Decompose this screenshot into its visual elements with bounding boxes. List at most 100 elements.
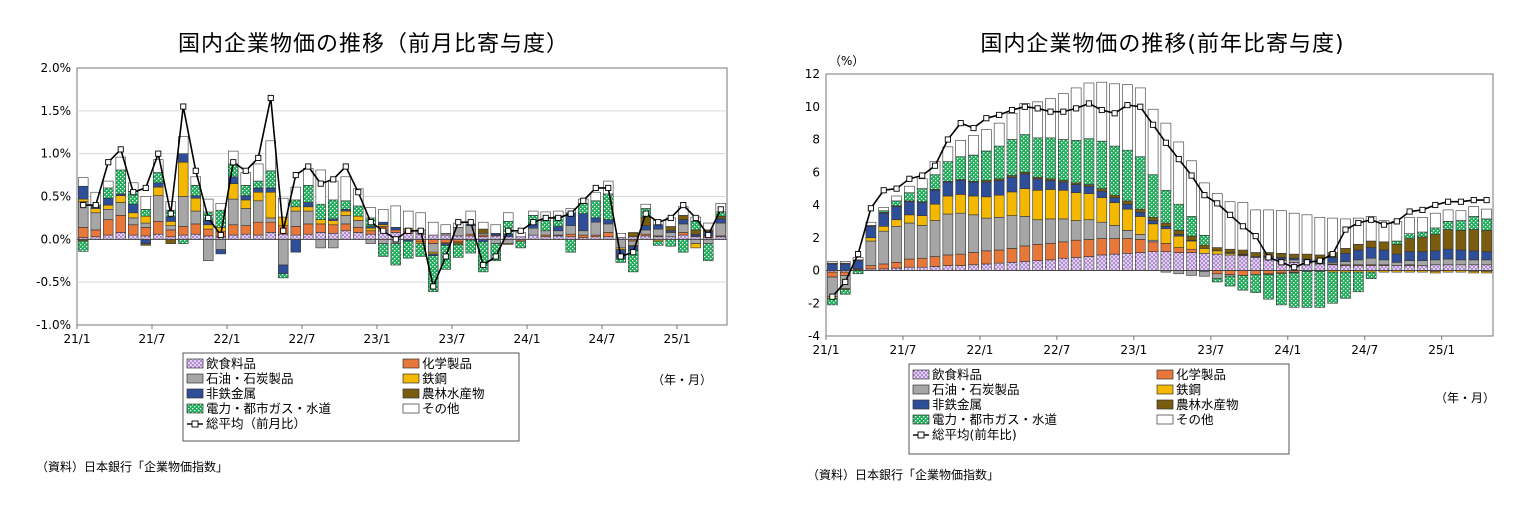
bar-series-1 <box>1057 241 1069 259</box>
bar-series-7 <box>478 221 489 230</box>
bar-series-1 <box>340 223 351 232</box>
total-average-marker <box>880 187 887 194</box>
bar-series-6 <box>1301 271 1313 308</box>
bar-series-1 <box>1237 270 1249 276</box>
bar-series-7 <box>1160 122 1172 191</box>
bar-series-2 <box>1006 215 1018 249</box>
bar-series-0 <box>1481 264 1492 271</box>
legend-line-marker <box>191 420 199 428</box>
chart-title: 国内企業物価の推移（前月比寄与度） <box>177 32 569 57</box>
total-average-marker <box>1393 218 1400 225</box>
bar-series-0 <box>929 266 941 271</box>
bar-series-4 <box>1122 203 1133 210</box>
bar-series-6 <box>993 145 1005 180</box>
legend-label: 電力・都市ガス・水道 <box>206 401 332 416</box>
total-average-marker <box>1111 110 1118 117</box>
bar-series-5 <box>1211 247 1223 252</box>
bar-series-7 <box>1314 216 1326 256</box>
bar-series-7 <box>490 224 501 234</box>
bar-series-2 <box>528 227 539 236</box>
legend-swatch-series-3 <box>402 373 420 384</box>
total-average-marker <box>117 146 124 153</box>
bar-series-0 <box>265 232 276 240</box>
legend-label: 化学製品 <box>422 356 472 371</box>
bar-series-4 <box>968 181 979 197</box>
bar-series-2 <box>590 221 601 236</box>
x-tick-label: 25/1 <box>664 332 691 346</box>
bar-series-1 <box>1096 238 1108 256</box>
bar-series-6 <box>465 239 476 254</box>
bar-series-4 <box>140 239 151 244</box>
y-tick-label: 1.0% <box>41 147 72 161</box>
bar-series-7 <box>1353 217 1364 245</box>
bar-series-4 <box>878 212 890 227</box>
bar-series-0 <box>1070 257 1082 271</box>
legend-label: 農林水産物 <box>422 386 485 401</box>
bar-series-6 <box>190 185 201 196</box>
bar-series-5 <box>1301 253 1313 260</box>
total-average-marker <box>267 94 274 102</box>
bar-series-6 <box>540 220 551 232</box>
bar-series-7 <box>1186 160 1197 217</box>
bar-series-6 <box>1224 275 1236 287</box>
bar-series-4 <box>1070 184 1082 194</box>
total-average-marker <box>242 167 249 174</box>
y-tick-label: 10 <box>805 100 820 114</box>
bar-series-2 <box>891 225 902 263</box>
bar-series-5 <box>1199 244 1210 249</box>
total-average-marker <box>1124 102 1131 109</box>
bar-series-7 <box>78 177 89 187</box>
legend <box>182 352 520 442</box>
bar-series-7 <box>1365 216 1377 242</box>
bar-series-5 <box>1224 248 1236 253</box>
bar-series-7 <box>315 169 326 205</box>
bar-series-2 <box>165 225 176 231</box>
bar-series-2 <box>553 230 564 236</box>
bar-series-7 <box>190 176 201 186</box>
bar-series-4 <box>290 239 301 253</box>
bar-series-1 <box>178 226 189 236</box>
total-average-marker <box>1214 200 1221 207</box>
bar-series-5 <box>665 226 676 232</box>
legend-swatch-series-2 <box>912 384 930 395</box>
bar-series-0 <box>1237 255 1249 271</box>
bar-series-2 <box>578 230 589 236</box>
bar-series-6 <box>590 200 601 219</box>
bar-series-0 <box>981 263 992 271</box>
y-tick-label: 2 <box>812 231 820 245</box>
bar-series-4 <box>1006 176 1018 193</box>
bar-series-5 <box>1186 235 1197 241</box>
bar-series-1 <box>115 215 126 233</box>
bar-series-4 <box>715 218 726 224</box>
bar-series-3 <box>1160 228 1172 244</box>
total-average-marker <box>1380 221 1388 228</box>
bar-series-3 <box>1032 189 1043 221</box>
bar-series-0 <box>490 235 501 240</box>
bar-series-1 <box>140 227 151 237</box>
y-axis-unit: （%） <box>829 54 864 68</box>
x-tick-label: 22/1 <box>966 343 993 357</box>
total-average-marker <box>617 253 624 260</box>
bar-series-0 <box>153 233 164 240</box>
bar-series-3 <box>891 219 902 227</box>
bar-series-6 <box>1122 149 1133 202</box>
bar-series-2 <box>1429 259 1441 266</box>
bar-series-2 <box>290 210 301 227</box>
bar-series-0 <box>528 234 539 240</box>
bar-series-5 <box>1378 241 1390 251</box>
bar-series-1 <box>353 227 364 233</box>
bar-series-0 <box>1263 258 1274 271</box>
bar-series-0 <box>365 233 376 240</box>
bar-series-2 <box>215 239 226 250</box>
source-note: （資料）日本銀行「企業物価指数」 <box>36 460 229 474</box>
bar-series-4 <box>165 216 176 222</box>
bar-series-3 <box>1211 250 1223 255</box>
bar-series-4 <box>1096 190 1108 198</box>
bar-series-2 <box>153 195 164 222</box>
bar-series-6 <box>968 154 979 182</box>
bar-series-3 <box>1199 248 1210 254</box>
bar-series-6 <box>1173 203 1185 231</box>
total-average-marker <box>1047 108 1054 115</box>
total-average-marker <box>970 124 977 132</box>
total-average-marker <box>867 205 874 212</box>
